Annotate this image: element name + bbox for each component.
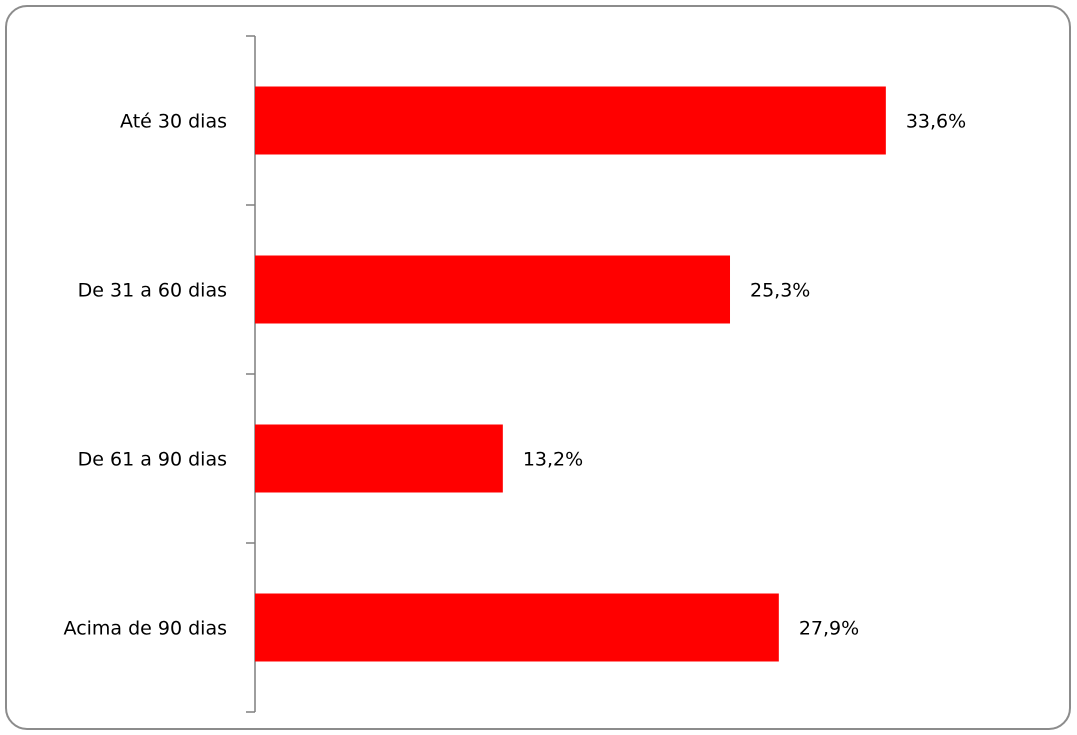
category-label: Acima de 90 dias [64, 618, 227, 640]
category-label: Até 30 dias [120, 111, 227, 133]
bar [255, 255, 731, 324]
data-label: 27,9% [799, 618, 859, 640]
data-label: 25,3% [750, 280, 810, 302]
category-label: De 31 a 60 dias [78, 280, 227, 302]
bar [255, 86, 886, 155]
bar [255, 593, 779, 662]
category-label: De 61 a 90 dias [78, 449, 227, 471]
bar [255, 424, 503, 493]
category-axis [246, 35, 256, 713]
labels: Até 30 dias 33,6% De 31 a 60 dias 25,3% De 6… [64, 111, 967, 640]
bars [255, 86, 886, 662]
data-label: 13,2% [523, 449, 583, 471]
data-label: 33,6% [906, 111, 966, 133]
